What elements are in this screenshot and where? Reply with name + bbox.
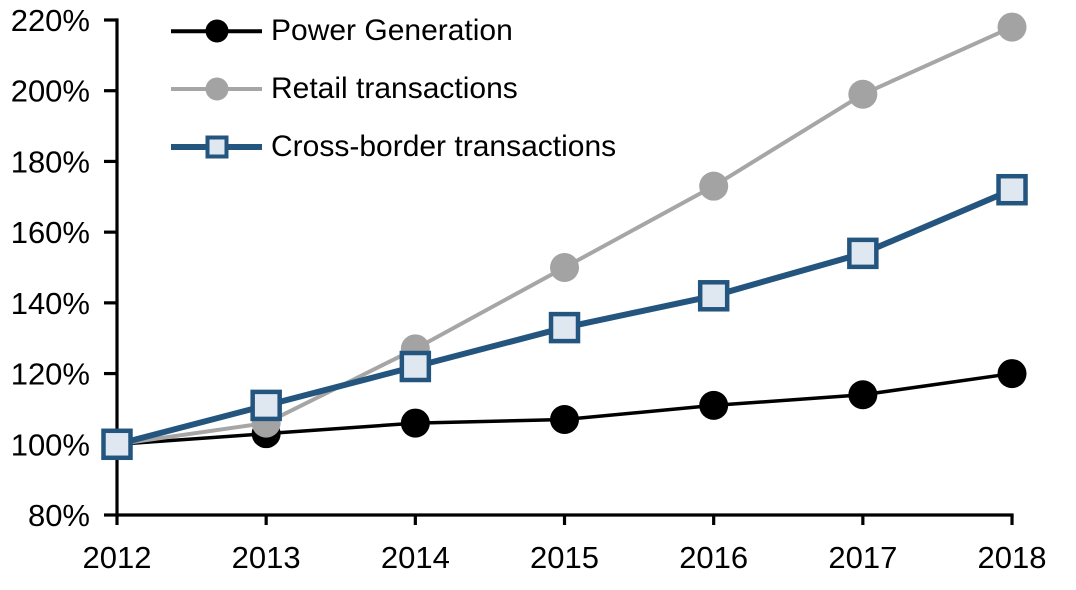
y-tick-label: 80% bbox=[28, 498, 90, 533]
circle-marker-icon bbox=[205, 19, 228, 43]
x-tick-label: 2014 bbox=[381, 540, 450, 575]
data-point-circle bbox=[550, 405, 580, 435]
data-point-circle bbox=[699, 171, 729, 201]
data-point-circle bbox=[997, 359, 1027, 389]
legend-item-cross-border-transactions: Cross-border transactions bbox=[171, 118, 616, 176]
x-tick-label: 2018 bbox=[978, 540, 1047, 575]
legend-item-power-generation: Power Generation bbox=[171, 2, 616, 60]
square-marker-icon bbox=[205, 135, 228, 159]
data-point-square bbox=[250, 389, 282, 422]
legend-marker-cross-border-transactions bbox=[171, 132, 262, 162]
data-point-circle bbox=[550, 253, 580, 282]
x-tick-label: 2012 bbox=[83, 540, 152, 575]
y-tick-label: 220% bbox=[11, 3, 90, 38]
circle-marker-icon bbox=[205, 77, 228, 101]
y-tick-label: 160% bbox=[11, 215, 90, 250]
data-point-square bbox=[548, 311, 581, 344]
x-tick-label: 2016 bbox=[679, 540, 748, 575]
x-tick-label: 2017 bbox=[828, 540, 897, 575]
data-point-circle bbox=[699, 390, 729, 420]
legend-item-retail-transactions: Retail transactions bbox=[171, 60, 616, 118]
legend-marker-power-generation bbox=[171, 16, 262, 46]
legend-label-cross-border-transactions: Cross-border transactions bbox=[271, 130, 617, 163]
data-point-square bbox=[399, 350, 432, 383]
y-tick-label: 120% bbox=[11, 357, 90, 392]
x-tick-label: 2013 bbox=[232, 540, 301, 575]
data-point-square bbox=[697, 280, 730, 312]
data-point-square bbox=[996, 173, 1028, 206]
y-tick-label: 180% bbox=[11, 144, 90, 179]
legend: Power Generation Retail transactions Cro… bbox=[171, 2, 616, 176]
legend-label-power-generation: Power Generation bbox=[271, 14, 513, 47]
data-point-circle bbox=[848, 79, 878, 109]
data-point-circle bbox=[848, 380, 878, 410]
y-tick-label: 100% bbox=[11, 427, 90, 462]
y-tick-label: 140% bbox=[11, 286, 90, 321]
data-point-square bbox=[101, 428, 133, 461]
legend-marker-retail-transactions bbox=[171, 74, 262, 104]
y-tick-label: 200% bbox=[11, 74, 90, 109]
x-tick-label: 2015 bbox=[530, 540, 599, 575]
legend-label-retail-transactions: Retail transactions bbox=[271, 72, 518, 105]
data-point-circle bbox=[400, 408, 430, 438]
data-point-square bbox=[847, 237, 879, 270]
data-point-circle bbox=[997, 12, 1027, 42]
